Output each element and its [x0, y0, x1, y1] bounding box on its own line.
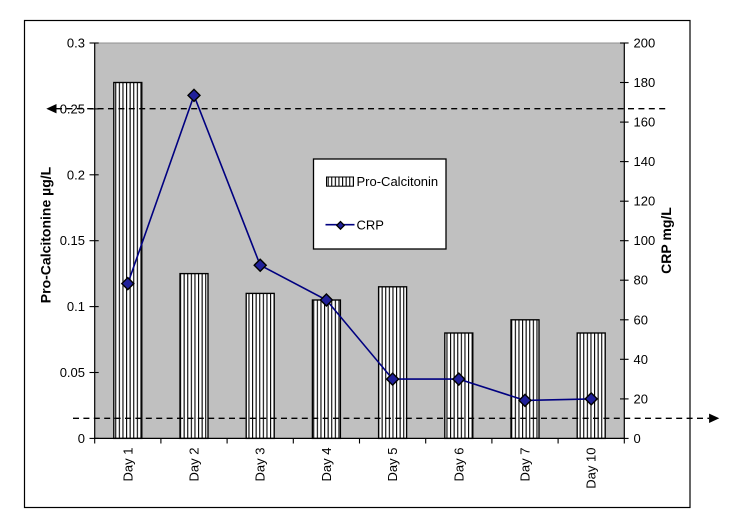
svg-text:200: 200 — [634, 36, 656, 51]
svg-text:160: 160 — [634, 115, 656, 130]
svg-text:Day 1: Day 1 — [120, 448, 135, 482]
svg-text:Day 2: Day 2 — [187, 448, 202, 482]
svg-text:0: 0 — [634, 431, 641, 446]
svg-text:Day 7: Day 7 — [518, 448, 533, 482]
svg-text:Pro-Calcitonin: Pro-Calcitonin — [357, 174, 439, 189]
svg-text:0.25: 0.25 — [60, 101, 85, 116]
svg-text:Day 4: Day 4 — [319, 448, 334, 482]
svg-text:40: 40 — [634, 352, 648, 367]
svg-text:Pro-Calcitonine µg/L: Pro-Calcitonine µg/L — [38, 166, 54, 303]
svg-text:140: 140 — [634, 154, 656, 169]
svg-text:0.2: 0.2 — [67, 167, 85, 182]
svg-text:Day 6: Day 6 — [451, 448, 466, 482]
svg-text:Day 10: Day 10 — [584, 448, 599, 489]
svg-text:0.05: 0.05 — [60, 365, 85, 380]
svg-text:0.15: 0.15 — [60, 233, 85, 248]
svg-text:CRP mg/L: CRP mg/L — [658, 207, 674, 274]
svg-text:Day 3: Day 3 — [253, 448, 268, 482]
svg-text:0.1: 0.1 — [67, 299, 85, 314]
svg-text:60: 60 — [634, 312, 648, 327]
svg-text:120: 120 — [634, 194, 656, 209]
svg-text:CRP: CRP — [357, 217, 384, 232]
svg-text:180: 180 — [634, 75, 656, 90]
svg-text:0.3: 0.3 — [67, 36, 85, 51]
svg-text:100: 100 — [634, 233, 656, 248]
svg-text:Day 5: Day 5 — [385, 448, 400, 482]
svg-text:80: 80 — [634, 273, 648, 288]
svg-text:20: 20 — [634, 391, 648, 406]
svg-text:0: 0 — [78, 431, 85, 446]
